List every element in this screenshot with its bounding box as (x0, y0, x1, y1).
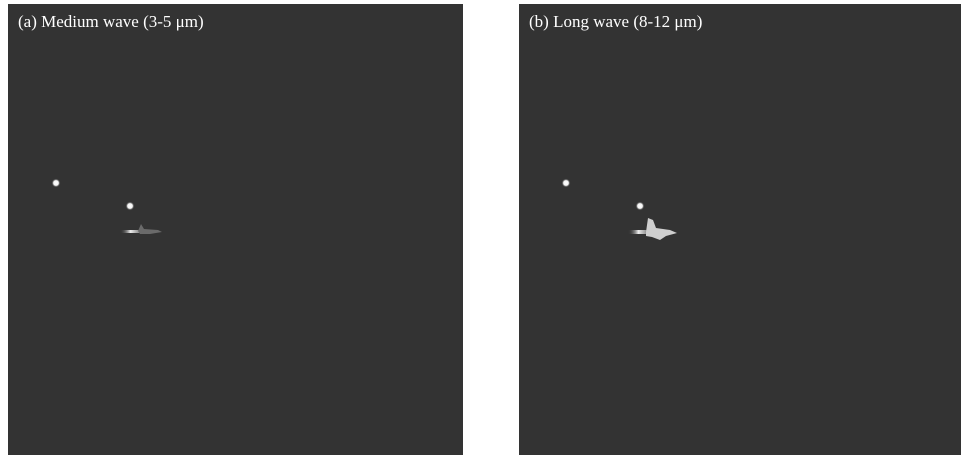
panel-medium-wave: (a) Medium wave (3-5 μm) (8, 4, 463, 455)
panel-long-wave: (b) Long wave (8-12 μm) (519, 4, 961, 455)
image-background (519, 4, 961, 455)
flare (126, 202, 135, 211)
image-background (8, 4, 463, 455)
flare (52, 179, 61, 188)
flare (562, 179, 571, 188)
panel-label: (a) Medium wave (3-5 μm) (18, 12, 204, 31)
flare (636, 202, 645, 211)
figure: (a) Medium wave (3-5 μm) (b) Long wave (… (0, 0, 963, 458)
panel-label: (b) Long wave (8-12 μm) (529, 12, 702, 31)
